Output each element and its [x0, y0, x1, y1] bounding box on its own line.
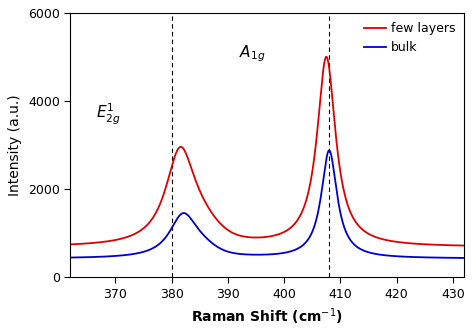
Y-axis label: Intensity (a.u.): Intensity (a.u.) [9, 94, 22, 196]
few layers [411, 242, 417, 246]
few layers [323, 55, 329, 59]
X-axis label: Raman Shift (cm$^{-1}$): Raman Shift (cm$^{-1}$) [191, 306, 343, 327]
bulk [462, 256, 467, 260]
few layers [67, 243, 73, 247]
bulk [112, 254, 118, 258]
Line: bulk: bulk [70, 150, 465, 258]
Line: few layers: few layers [70, 57, 465, 246]
few layers [136, 230, 141, 234]
bulk [67, 256, 73, 260]
few layers [454, 244, 459, 248]
bulk [411, 255, 417, 259]
few layers [219, 222, 224, 226]
few layers [112, 238, 118, 242]
few layers [236, 233, 241, 237]
bulk [236, 252, 241, 256]
bulk [327, 148, 332, 152]
bulk [219, 247, 224, 251]
few layers [462, 244, 467, 248]
Legend: few layers, bulk: few layers, bulk [358, 17, 461, 59]
bulk [454, 256, 459, 260]
Text: $A_{1g}$: $A_{1g}$ [239, 44, 265, 64]
Text: $E^1_{2g}$: $E^1_{2g}$ [96, 102, 120, 127]
bulk [136, 251, 141, 255]
